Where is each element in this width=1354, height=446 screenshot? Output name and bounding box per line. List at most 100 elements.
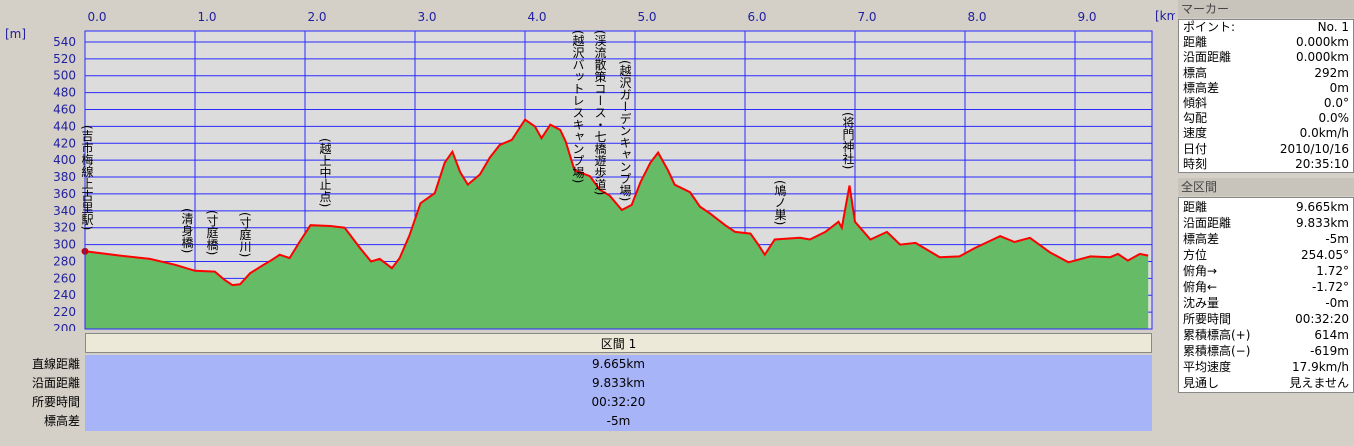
row-value: 9.833km (85, 374, 1152, 393)
row-label: 所要時間 (31, 395, 80, 409)
row-value: 254.05° (1301, 248, 1349, 262)
y-tick-label: 420 (53, 136, 76, 150)
panel-table: ポイント: No. 1 距離 0.000km 沿面距離 0.000km 標高 292m 標高差 0… (1178, 19, 1354, 173)
row-value: 9.665km (85, 355, 1152, 374)
chart: [m] [km] 200 220 240 260 280 300 320 340 360 380 4… (5, 9, 1175, 331)
total-panel: 全区間 距離 9.665km 沿面距離 9.833km 標高差 -5m 方位 254.05° 俯… (1178, 178, 1354, 393)
area (85, 119, 1149, 329)
annotation: (将門神社) (841, 112, 855, 169)
segment-title: 区間 1 (85, 333, 1152, 353)
annotation: (寸庭川) (238, 212, 252, 257)
row-label: 直線距離 (31, 357, 80, 371)
row-label: 所要時間 (1183, 312, 1232, 326)
y-tick-label: 340 (53, 204, 76, 218)
panel-row: 距離 9.665km (1179, 199, 1353, 215)
panel-row: 勾配 0.0% (1179, 111, 1353, 126)
panel-row: 速度 0.0km/h (1179, 126, 1353, 141)
panel-row: ポイント: No. 1 (1179, 20, 1353, 35)
plot-border (84, 30, 1153, 330)
row-label: 沈み量 (1183, 296, 1220, 310)
annotation: (寸庭橋) (205, 210, 219, 255)
panel-row: 累積標高(−) -619m (1179, 343, 1353, 359)
panel-row: 俯角→ 1.72° (1179, 263, 1353, 279)
annotation: (越沢ガーデンキャンプ場) (618, 60, 632, 201)
x-tick-label: 3.0 (417, 10, 436, 24)
segment-row: 沿面距離 9.833km (0, 374, 1152, 393)
annotation: (吉市梅線上古里駅) (80, 125, 94, 230)
marker-panel: マーカー ポイント: No. 1 距離 0.000km 沿面距離 0.000km 標高 292… (1178, 0, 1354, 173)
y-tick-label: 300 (53, 238, 76, 252)
y-tick-label: 520 (53, 52, 76, 66)
row-label: 日付 (1183, 141, 1208, 156)
panel-table: 距離 9.665km 沿面距離 9.833km 標高差 -5m 方位 254.05° 俯角→ 1.… (1178, 197, 1354, 393)
row-label: 時刻 (1183, 156, 1208, 171)
panel-row: 沿面距離 0.000km (1179, 50, 1353, 65)
panel-row: 距離 0.000km (1179, 35, 1353, 50)
y-tick-label: 540 (53, 35, 76, 49)
annotation: (鳩ノ巣) (773, 180, 787, 225)
row-value: 00:32:20 (1295, 312, 1349, 326)
panel-row: 見通し 見えません (1179, 375, 1353, 391)
y-tick-label: 260 (53, 271, 76, 285)
row-value: -5m (1325, 232, 1349, 246)
x-tick-label: 4.0 (527, 10, 546, 24)
row-label: 平均速度 (1183, 360, 1232, 374)
row-value: 1.72° (1316, 264, 1349, 278)
panel-row: 日付 2010/10/16 (1179, 142, 1353, 157)
y-tick-label: 400 (53, 153, 76, 167)
row-value: 9.833km (1296, 216, 1349, 230)
y-tick-label: 360 (53, 187, 76, 201)
row-value: 17.9km/h (1291, 360, 1349, 374)
row-label: 俯角→ (1183, 264, 1218, 278)
row-value: 20:35:10 (1295, 156, 1349, 171)
panel-row: 俯角← -1.72° (1179, 279, 1353, 295)
row-label: 速度 (1183, 126, 1208, 141)
x-tick-label: 1.0 (197, 10, 216, 24)
row-value: -5m (85, 412, 1152, 431)
y-tick-label: 240 (53, 288, 76, 302)
segment-row: 所要時間 00:32:20 (0, 393, 1152, 412)
row-label: 沿面距離 (31, 376, 80, 390)
row-value: -619m (1310, 344, 1349, 358)
y-tick-label: 440 (53, 119, 76, 133)
panel-row: 沿面距離 9.833km (1179, 215, 1353, 231)
row-value: 0.0% (1318, 111, 1350, 126)
row-value: 0.0km/h (1299, 126, 1349, 141)
row-label: 累積標高(+) (1183, 328, 1251, 342)
row-value: 0m (1329, 80, 1349, 95)
panel-row: 標高差 0m (1179, 81, 1353, 96)
y-tick-label: 460 (53, 103, 76, 117)
y-tick-label: 480 (53, 86, 76, 100)
row-value: 292m (1314, 65, 1349, 80)
y-tick-label: 320 (53, 221, 76, 235)
row-label: 傾斜 (1183, 95, 1208, 110)
row-value: -1.72° (1311, 280, 1349, 294)
row-label: 距離 (1183, 200, 1208, 214)
segment-panel: 区間 1 直線距離 9.665km 沿面距離 9.833km 所要時間 00:32:20 標… (0, 331, 1175, 446)
y-tick-label: 200 (53, 322, 76, 331)
annotation: (清身橋) (180, 208, 194, 253)
row-value: 見えません (1289, 376, 1349, 390)
y-tick-label: 380 (53, 170, 76, 184)
y-tick-label: 220 (53, 305, 76, 319)
row-value: No. 1 (1317, 20, 1349, 34)
x-tick-label: 6.0 (747, 10, 766, 24)
x-tick-label: 5.0 (637, 10, 656, 24)
panel-row: 標高差 -5m (1179, 231, 1353, 247)
x-tick-label: 7.0 (857, 10, 876, 24)
panel-row: 所要時間 00:32:20 (1179, 311, 1353, 327)
annotation: (渓流散策コース・七橋遊歩道) (593, 30, 607, 195)
annotation: (越沢バットレスキャンプ場) (571, 30, 585, 183)
row-value: 614m (1314, 328, 1349, 342)
segment-row: 直線距離 9.665km (0, 355, 1152, 374)
panel-row: 沈み量 -0m (1179, 295, 1353, 311)
y-tick-label: 280 (53, 254, 76, 268)
panel-row: 平均速度 17.9km/h (1179, 359, 1353, 375)
panel-row: 標高 292m (1179, 66, 1353, 81)
row-value: 2010/10/16 (1279, 141, 1349, 156)
x-tick-label: 9.0 (1077, 10, 1096, 24)
y-unit: [m] (5, 27, 26, 41)
x-tick-label: 0.0 (87, 10, 106, 24)
row-label: 見通し (1183, 376, 1220, 390)
